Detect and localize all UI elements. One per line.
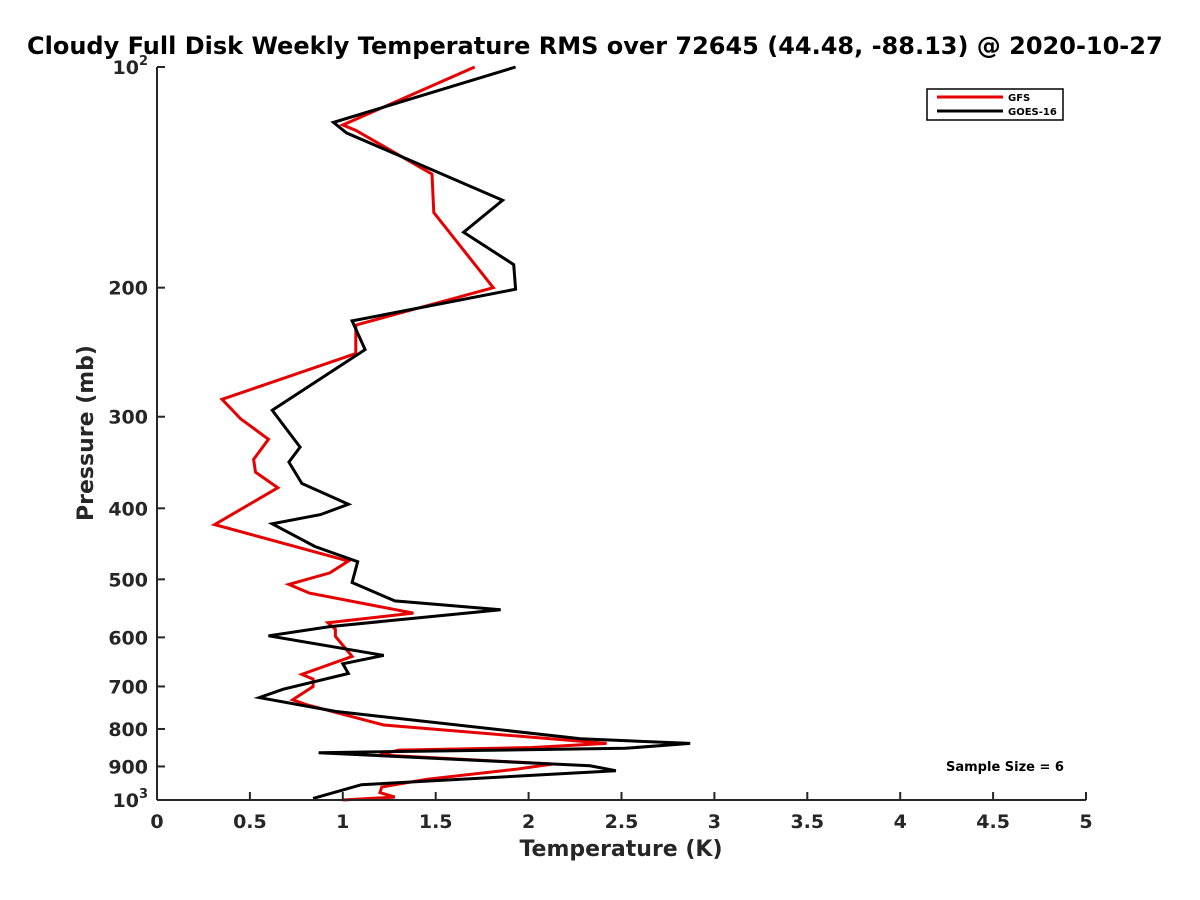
x-tick-label: 1.5 bbox=[419, 811, 453, 833]
y-tick-label: 900 bbox=[108, 756, 148, 778]
legend-box bbox=[926, 88, 1064, 121]
x-ticks: 0 0.5 1 1.5 2 2.5 3 3.5 4 4.5 5 bbox=[150, 792, 1093, 833]
y-tick-label: 400 bbox=[108, 498, 148, 520]
chart-title: Cloudy Full Disk Weekly Temperature RMS … bbox=[27, 32, 1163, 60]
series-line-gfs bbox=[210, 65, 607, 802]
x-tick-label: 0.5 bbox=[233, 811, 267, 833]
y-tick-label: 700 bbox=[108, 676, 148, 698]
x-tick-label: 2 bbox=[522, 811, 535, 833]
x-tick-label: 3 bbox=[708, 811, 721, 833]
y-tick-label: 500 bbox=[108, 569, 148, 591]
y-tick-label: 103 bbox=[113, 787, 149, 812]
y-tick-label: 300 bbox=[108, 407, 148, 429]
x-tick-label: 1 bbox=[336, 811, 349, 833]
y-tick-label: 600 bbox=[108, 627, 148, 649]
x-tick-label: 5 bbox=[1079, 811, 1092, 833]
sample-size-annotation: Sample Size = 6 bbox=[946, 760, 1064, 775]
y-axis-label: Pressure (mb) bbox=[74, 345, 99, 521]
series-line-goes-16 bbox=[253, 65, 691, 800]
x-tick-label: 4 bbox=[894, 811, 907, 833]
y-tick-label: 200 bbox=[108, 278, 148, 300]
legend-label: GOES-16 bbox=[1008, 107, 1057, 118]
series-lines bbox=[210, 65, 691, 802]
y-tick-label: 102 bbox=[113, 54, 149, 79]
x-axis-label: Temperature (K) bbox=[519, 837, 722, 862]
y-ticks: 102 200 300 400 500 600 700 800 900 103 bbox=[108, 54, 165, 812]
x-tick-label: 3.5 bbox=[790, 811, 824, 833]
legend-label: GFS bbox=[1008, 93, 1030, 104]
x-tick-label: 0 bbox=[150, 811, 163, 833]
plot-axes bbox=[156, 67, 1086, 801]
legend: GFS GOES-16 bbox=[926, 88, 1064, 121]
x-tick-label: 4.5 bbox=[976, 811, 1010, 833]
x-tick-label: 2.5 bbox=[605, 811, 639, 833]
y-tick-label: 800 bbox=[108, 719, 148, 741]
